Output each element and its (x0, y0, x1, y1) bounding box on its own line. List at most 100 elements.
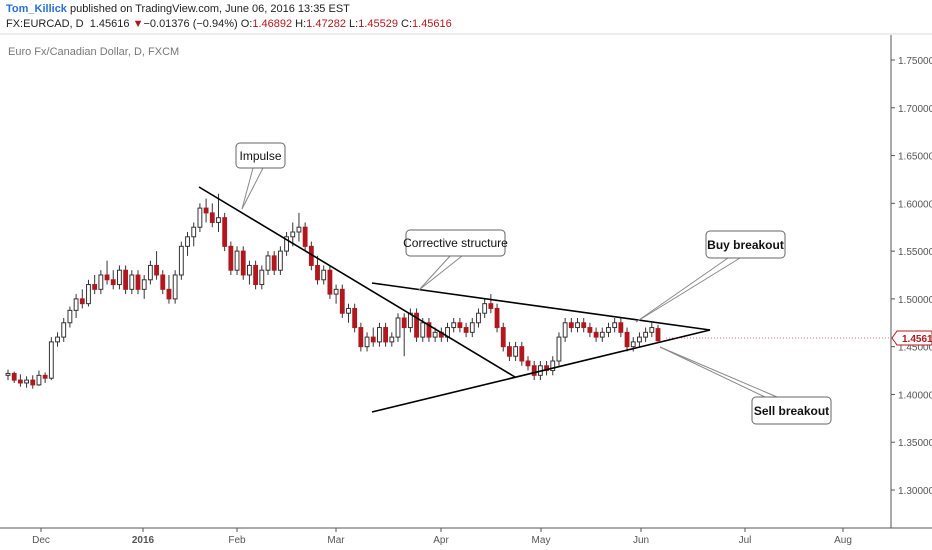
impulse-label: Impulse (239, 149, 281, 163)
buy-breakout-label: Buy breakout (707, 238, 784, 252)
candle (519, 341, 525, 366)
upper-triangle-line[interactable] (371, 282, 711, 331)
y-tick-label: 1.75000 (898, 56, 932, 67)
candle (141, 275, 147, 299)
candle (370, 327, 376, 347)
candle-body (11, 372, 17, 381)
candle-body (259, 269, 265, 286)
candle (432, 327, 438, 342)
candle-body (339, 288, 345, 314)
candle-body (370, 336, 376, 343)
candle (488, 294, 494, 314)
candle (500, 322, 506, 352)
candle (160, 270, 166, 295)
candle-body (383, 327, 389, 343)
candle (457, 318, 463, 333)
close-value: 1.45616 (412, 18, 452, 30)
candle-body (234, 250, 240, 271)
candle-body (160, 274, 166, 290)
candle (104, 260, 110, 285)
candle-body (377, 327, 382, 343)
candle (185, 232, 190, 256)
candle-body (556, 336, 562, 362)
candle-body (203, 207, 209, 214)
candle-body (55, 336, 60, 343)
candle (438, 327, 444, 342)
candle (271, 251, 277, 275)
y-tick-label: 1.45000 (898, 343, 932, 354)
candle-body (544, 365, 549, 372)
candle (568, 318, 574, 333)
candle (401, 313, 407, 357)
author-link[interactable]: Tom_Killick (6, 3, 67, 15)
candle (606, 322, 611, 338)
candle-body (79, 298, 85, 305)
candle-body (612, 322, 618, 329)
candle (352, 303, 358, 333)
candle (55, 332, 60, 347)
x-tick-label: 2016 (132, 535, 155, 546)
impulse-callout[interactable]: Impulse (235, 142, 286, 210)
candle (339, 284, 345, 318)
annotation-callouts[interactable]: Impulse Corrective structure Buy breakou… (235, 142, 832, 425)
candle-body (649, 327, 655, 333)
candle-body (296, 226, 302, 233)
candle-body (562, 322, 568, 338)
y-tick-label: 1.60000 (898, 199, 932, 210)
x-tick-label: Jun (633, 535, 649, 546)
candle-body (550, 360, 556, 372)
candle (30, 375, 36, 389)
candle-body (5, 372, 11, 376)
candle (277, 246, 283, 275)
candle (333, 284, 339, 304)
candle (315, 255, 320, 285)
candle-body (426, 322, 432, 338)
x-axis-ticks: Dec 2016 Feb Mar Apr May Jun Jul Aug (32, 528, 852, 546)
candle (209, 203, 215, 228)
candle-body (185, 236, 190, 247)
candle (228, 241, 234, 275)
lower-triangle-line[interactable] (371, 329, 711, 413)
impulse-trendline[interactable] (198, 186, 516, 378)
candle-body (191, 226, 197, 238)
candle (469, 318, 475, 338)
candle-body (494, 307, 500, 329)
candle (61, 318, 67, 342)
candle-body (451, 322, 457, 329)
candle (42, 372, 48, 383)
candle-body (488, 303, 494, 309)
candle-body (166, 288, 172, 300)
buy-breakout-callout[interactable]: Buy breakout (635, 230, 786, 323)
candle-body (67, 309, 73, 324)
candle-body (129, 274, 135, 290)
candle (414, 308, 419, 342)
candle-body (389, 336, 395, 343)
candle-body (519, 346, 525, 362)
candle-body (117, 269, 122, 286)
corrective-callout[interactable]: Corrective structure (403, 229, 508, 291)
candle-body (48, 341, 54, 379)
candle (327, 265, 333, 299)
candle-body (36, 374, 42, 386)
x-tick-label: Aug (834, 535, 852, 546)
candle-body (513, 346, 519, 357)
candle (11, 371, 17, 383)
trendline-drawings[interactable] (198, 186, 711, 413)
candle-body (581, 322, 587, 329)
candle-body (327, 269, 333, 295)
candle (612, 318, 618, 333)
candle (476, 308, 481, 328)
candle (562, 318, 568, 342)
candle (240, 246, 246, 280)
candle (321, 265, 327, 285)
candle-body (61, 322, 67, 338)
high-value: 1.47282 (306, 18, 346, 30)
candle (364, 332, 370, 352)
down-arrow-icon: ▼ (132, 18, 144, 30)
sell-breakout-callout[interactable]: Sell breakout (659, 346, 832, 425)
publish-line: Tom_Killick published on TradingView.com… (6, 3, 350, 15)
y-tick-label: 1.35000 (898, 438, 932, 449)
candle (259, 265, 265, 290)
candle-body (321, 269, 327, 281)
